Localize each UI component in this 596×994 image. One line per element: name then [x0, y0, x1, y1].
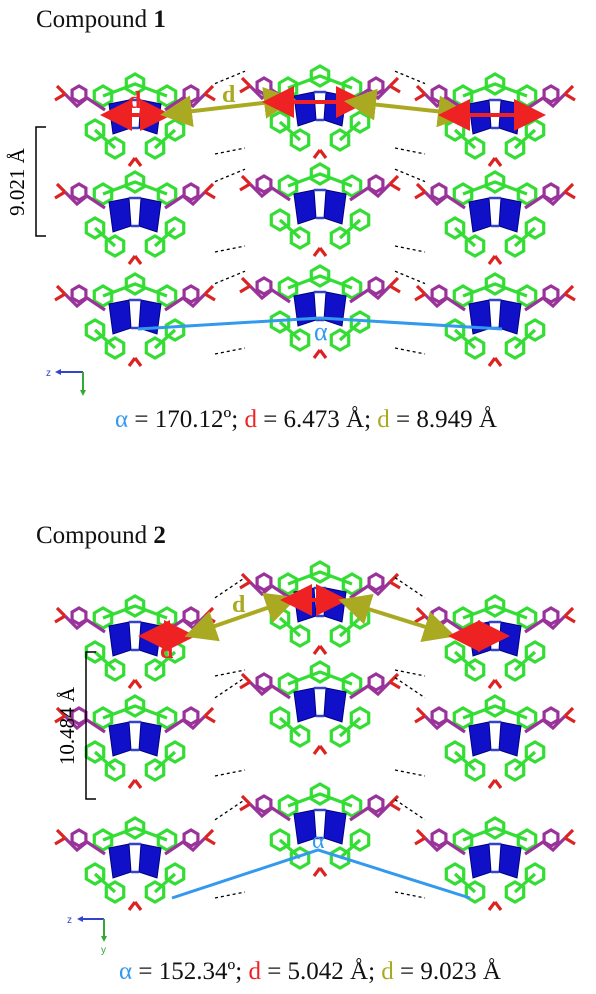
metal-cluster [414, 72, 576, 167]
title-number: 2 [153, 522, 166, 549]
caption-alpha-value: = 152.34º; [132, 958, 249, 985]
caption-d-red-symbol: d [248, 958, 261, 985]
metal-cluster [239, 660, 401, 755]
alpha-label: α [314, 317, 328, 346]
compound-2-caption: α = 152.34º; d = 5.042 Å; d = 9.023 Å [12, 958, 596, 986]
d-olive-arrow-right [338, 593, 456, 643]
caption-d-red-symbol: d [244, 406, 257, 433]
metal-cluster [414, 170, 576, 265]
caption-d-olive-value: = 9.023 Å [393, 958, 501, 985]
alpha-line [171, 848, 471, 900]
packing-layer [54, 560, 576, 689]
axis-indicator: z y [46, 368, 86, 400]
metal-cluster [239, 162, 401, 257]
caption-alpha-symbol: α [115, 406, 129, 433]
d-olive-label: d [232, 592, 246, 618]
metal-cluster [54, 272, 216, 367]
metal-cluster [54, 816, 216, 911]
compound-2-structure: 10.484 Å d d α z y [54, 560, 576, 956]
caption-d-olive-symbol: d [381, 958, 394, 985]
alpha-angle-line: α [137, 316, 503, 346]
packing-layer [54, 660, 576, 789]
caption-d-olive-value: = 8.949 Å [389, 406, 497, 433]
layer-spacing-bracket: 9.021 Å [5, 126, 46, 237]
title-number: 1 [153, 6, 166, 33]
compound-2-panel: Compound 2 10.484 Å d d α [0, 500, 596, 994]
compound-2-title: Compound 2 [36, 522, 166, 550]
caption-d-red-value: = 5.042 Å; [260, 958, 382, 985]
packing-layer [54, 264, 576, 367]
d-red-label: d [160, 638, 174, 664]
metal-cluster [239, 64, 401, 159]
y-axis-label: y [101, 945, 106, 956]
axis-indicator: z y [67, 915, 107, 956]
structure-layers [54, 560, 576, 911]
caption-d-olive-symbol: d [377, 406, 390, 433]
z-axis-label: z [46, 368, 51, 379]
metal-cluster [239, 264, 401, 359]
layer-spacing-label: 9.021 Å [5, 147, 29, 216]
metal-cluster [414, 816, 576, 911]
layer-spacing-bracket: 10.484 Å [55, 651, 96, 800]
distance-arrows: d d [100, 82, 546, 131]
metal-cluster [239, 782, 401, 877]
packing-layer [54, 782, 576, 911]
compound-1-structure: 9.021 Å d d α z y [5, 64, 576, 400]
compound-1-panel: Compound 1 9.021 Å d d [0, 0, 596, 470]
title-text: Compound [36, 6, 154, 33]
d-olive-arrow-right [344, 88, 470, 128]
metal-cluster [414, 594, 576, 689]
d-red-label: d [128, 88, 142, 114]
metal-cluster [414, 694, 576, 789]
z-axis-label: z [67, 915, 72, 926]
compound-1-title: Compound 1 [36, 6, 166, 34]
y-axis-label: y [80, 399, 85, 400]
alpha-line [137, 316, 503, 331]
layer-spacing-label: 10.484 Å [55, 686, 79, 765]
d-olive-arrow-left [184, 592, 298, 642]
title-text: Compound [36, 522, 154, 549]
alpha-label: α [312, 828, 325, 854]
metal-cluster [54, 694, 216, 789]
caption-d-red-value: = 6.473 Å; [256, 406, 378, 433]
distance-arrows: d d [138, 584, 510, 664]
metal-cluster [414, 272, 576, 367]
caption-alpha-symbol: α [119, 958, 133, 985]
caption-alpha-value: = 170.12º; [128, 406, 245, 433]
compound-1-caption: α = 170.12º; d = 6.473 Å; d = 8.949 Å [8, 406, 596, 434]
metal-cluster [54, 594, 216, 689]
alpha-angle-line: α [171, 828, 471, 900]
packing-layer [54, 162, 576, 265]
metal-cluster [54, 170, 216, 265]
d-olive-label: d [222, 82, 236, 108]
